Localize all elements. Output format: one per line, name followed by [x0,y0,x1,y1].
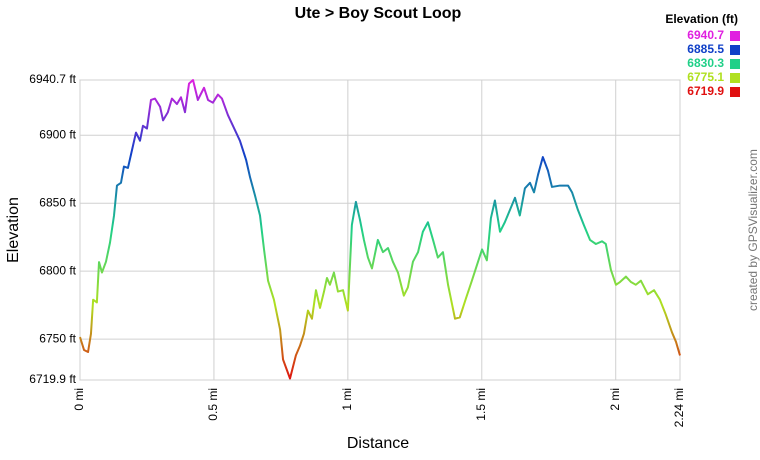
legend-label: 6940.7 [687,28,724,42]
x-tick-label: 2.24 mi [672,388,686,427]
x-tick-label: 2 mi [608,388,622,411]
legend-swatch [730,31,740,41]
y-tick-label: 6800 ft [39,263,76,277]
x-tick-label: 1.5 mi [474,388,488,421]
legend-swatch [730,73,740,83]
legend-label: 6719.9 [687,84,724,98]
y-axis-label: Elevation [5,197,22,263]
plot-area [79,79,681,381]
legend-label: 6885.5 [687,42,724,56]
elevation-line [79,79,681,380]
x-tick-label: 1 mi [340,388,354,411]
x-tick-label: 0 mi [72,388,86,411]
chart-title: Ute > Boy Scout Loop [295,5,462,22]
y-tick-label: 6940.7 ft [29,72,76,86]
x-axis-label: Distance [347,435,409,452]
legend-title: Elevation (ft) [665,12,738,26]
legend-swatch [730,87,740,97]
y-tick-label: 6750 ft [39,331,76,345]
legend-swatch [730,45,740,55]
legend-swatch [730,59,740,69]
legend-label: 6775.1 [687,70,724,84]
y-tick-label: 6850 ft [39,195,76,209]
y-tick-label: 6719.9 ft [29,372,76,386]
y-tick-label: 6900 ft [39,127,76,141]
x-tick-label: 0.5 mi [206,388,220,421]
watermark: created by GPSVisualizer.com [746,149,760,311]
legend-label: 6830.3 [687,56,724,70]
